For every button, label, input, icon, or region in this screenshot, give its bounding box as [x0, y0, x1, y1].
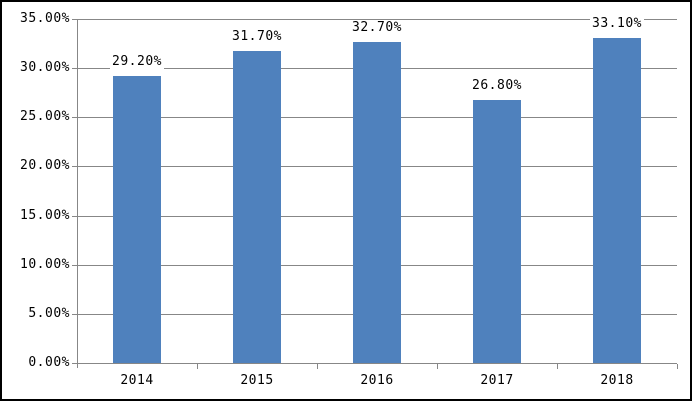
- bar-value-label: 33.10%: [557, 16, 677, 31]
- bar-value-label: 32.70%: [317, 20, 437, 35]
- y-axis-tick-mark: [72, 166, 77, 167]
- y-axis-tick-label: 10.00%: [20, 257, 70, 272]
- y-axis-tick-label: 35.00%: [20, 11, 70, 26]
- y-axis-tick-mark: [72, 363, 77, 364]
- x-axis-category-label: 2018: [600, 373, 634, 388]
- x-axis-line: [77, 363, 677, 364]
- bar-value-label-text: 26.80%: [470, 78, 524, 93]
- y-axis-tick-mark: [72, 117, 77, 118]
- x-axis-tick-mark: [677, 364, 678, 369]
- y-axis-tick-mark: [72, 68, 77, 69]
- y-axis-tick-label: 0.00%: [28, 355, 70, 370]
- y-axis-line: [77, 19, 78, 368]
- bar: [113, 76, 161, 363]
- x-axis-tick-mark: [437, 364, 438, 369]
- y-axis-tick-label: 15.00%: [20, 208, 70, 223]
- y-axis-tick-mark: [72, 314, 77, 315]
- x-axis-category-label: 2015: [240, 373, 274, 388]
- y-axis-tick-mark: [72, 19, 77, 20]
- x-axis-tick-mark: [557, 364, 558, 369]
- y-axis-tick-label: 5.00%: [28, 306, 70, 321]
- x-axis-category-label: 2016: [360, 373, 394, 388]
- bar-value-label-text: 33.10%: [590, 16, 644, 31]
- bar-value-label-text: 32.70%: [350, 20, 404, 35]
- bar-value-label-text: 31.70%: [230, 29, 284, 44]
- bar: [353, 42, 401, 363]
- bar-value-label: 26.80%: [437, 78, 557, 93]
- x-axis-category-label: 2017: [480, 373, 514, 388]
- y-axis-tick-label: 20.00%: [20, 158, 70, 173]
- x-axis-tick-mark: [197, 364, 198, 369]
- bar: [593, 38, 641, 363]
- x-axis-tick-mark: [317, 364, 318, 369]
- y-axis-tick-mark: [72, 265, 77, 266]
- bar: [473, 100, 521, 363]
- bar: [233, 51, 281, 363]
- bar-value-label: 31.70%: [197, 29, 317, 44]
- y-axis-tick-label: 25.00%: [20, 109, 70, 124]
- bar-value-label-text: 29.20%: [110, 54, 164, 69]
- gridline: [77, 19, 677, 20]
- y-axis-tick-mark: [72, 216, 77, 217]
- bar-value-label: 29.20%: [77, 54, 197, 69]
- y-axis-tick-label: 30.00%: [20, 60, 70, 75]
- x-axis-category-label: 2014: [120, 373, 154, 388]
- plot-area: 29.20% 31.70% 32.70% 26.80% 33.10%: [77, 16, 677, 363]
